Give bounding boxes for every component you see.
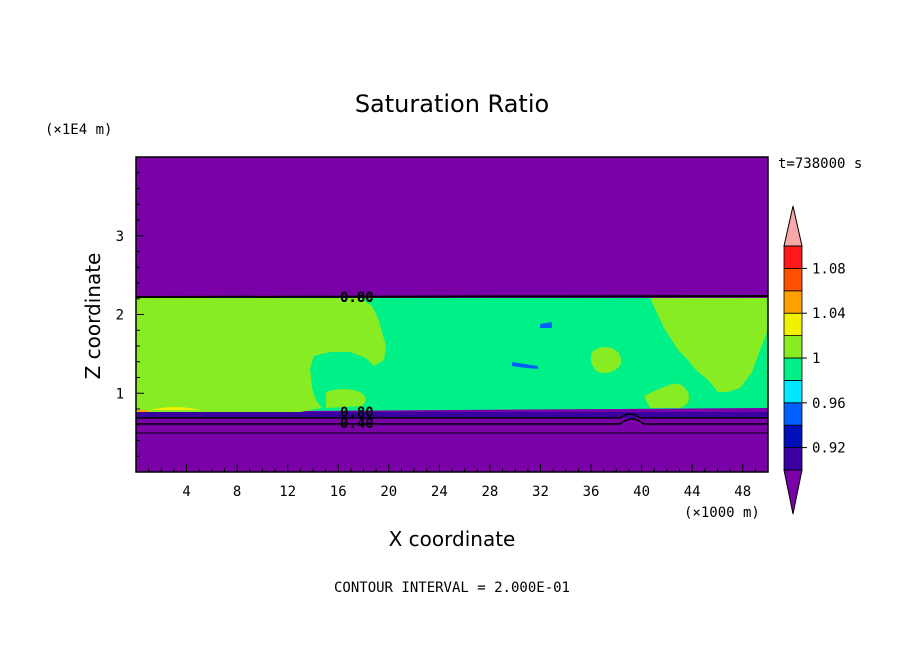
colorbar: 1.08 1.04 1 0.96 0.92 [783, 205, 846, 515]
colorbar-label: 0.92 [812, 441, 846, 457]
contour-060 [136, 418, 768, 425]
colorbar-swatch [783, 379, 803, 404]
orange-speck [138, 410, 148, 412]
x-tick-label: 24 [431, 484, 448, 500]
colorbar-swatch [783, 357, 803, 381]
near-sat-pocket [315, 362, 360, 388]
x-tick-label: 44 [684, 484, 701, 500]
contour-label-040: 0.40 [340, 416, 374, 432]
subsaturated-wisp-2 [540, 322, 552, 328]
contour-top [135, 295, 769, 298]
y-tick-label: 1 [116, 386, 124, 402]
high-supersat-speck [150, 407, 200, 410]
colorbar-label: 1.08 [812, 261, 846, 277]
y-axis-label: Z coordinate [81, 253, 105, 380]
y-tick-label: 2 [116, 308, 124, 324]
contour-080 [136, 413, 768, 419]
x-tick-label: 16 [330, 484, 347, 500]
colorbar-high-extension [783, 205, 803, 247]
x-tick-label: 36 [583, 484, 600, 500]
x-tick-label: 12 [279, 484, 296, 500]
inversion-band [136, 412, 768, 418]
x-unit-label: (×1000 m) [684, 505, 760, 521]
contour-label-top-a: 0.80 [340, 290, 374, 306]
plot-area: 0.80 0.60 0.80 0.40 [135, 156, 769, 473]
x-tick-label: 32 [532, 484, 549, 500]
colorbar-swatch [783, 267, 803, 292]
colorbar-swatch [783, 335, 803, 359]
supersaturated-bump [228, 405, 246, 412]
y-unit-label: (×1E4 m) [45, 122, 112, 138]
x-ticks: 4 8 12 16 20 24 28 32 36 40 44 48 [148, 464, 756, 500]
colorbar-swatch [783, 447, 803, 471]
colorbar-swatch [783, 424, 803, 449]
contour-label-top-b: 0.60 [340, 290, 374, 306]
x-tick-label: 40 [633, 484, 650, 500]
chart-title: Saturation Ratio [355, 90, 549, 118]
supersaturated-blob-mid [590, 347, 621, 374]
y-tick-label: 3 [116, 229, 124, 245]
supersaturated-blob-lower [326, 389, 366, 408]
time-label: t=738000 s [778, 156, 862, 172]
y-ticks: 1 2 3 [116, 172, 144, 457]
colorbar-swatch [783, 290, 803, 314]
x-tick-label: 4 [182, 484, 190, 500]
colorbar-low-extension [783, 469, 803, 515]
contour-interval-footer: CONTOUR INTERVAL = 2.000E-01 [334, 580, 570, 596]
colorbar-label: 1.04 [812, 306, 846, 322]
x-axis-label: X coordinate [389, 527, 516, 551]
x-tick-label: 20 [380, 484, 397, 500]
supersaturated-blob-right [650, 298, 768, 392]
x-tick-label: 8 [233, 484, 241, 500]
colorbar-label: 0.96 [812, 396, 846, 412]
contour-label-080: 0.80 [340, 405, 374, 421]
subsaturated-wisp [512, 362, 538, 369]
supersaturated-region [136, 298, 386, 412]
x-tick-label: 28 [481, 484, 498, 500]
colorbar-label: 1 [812, 351, 820, 367]
colorbar-swatch [783, 312, 803, 337]
x-tick-label: 48 [734, 484, 751, 500]
colorbar-swatch [783, 402, 803, 426]
colorbar-swatch [783, 245, 803, 269]
supersaturated-blob-low [644, 383, 689, 408]
